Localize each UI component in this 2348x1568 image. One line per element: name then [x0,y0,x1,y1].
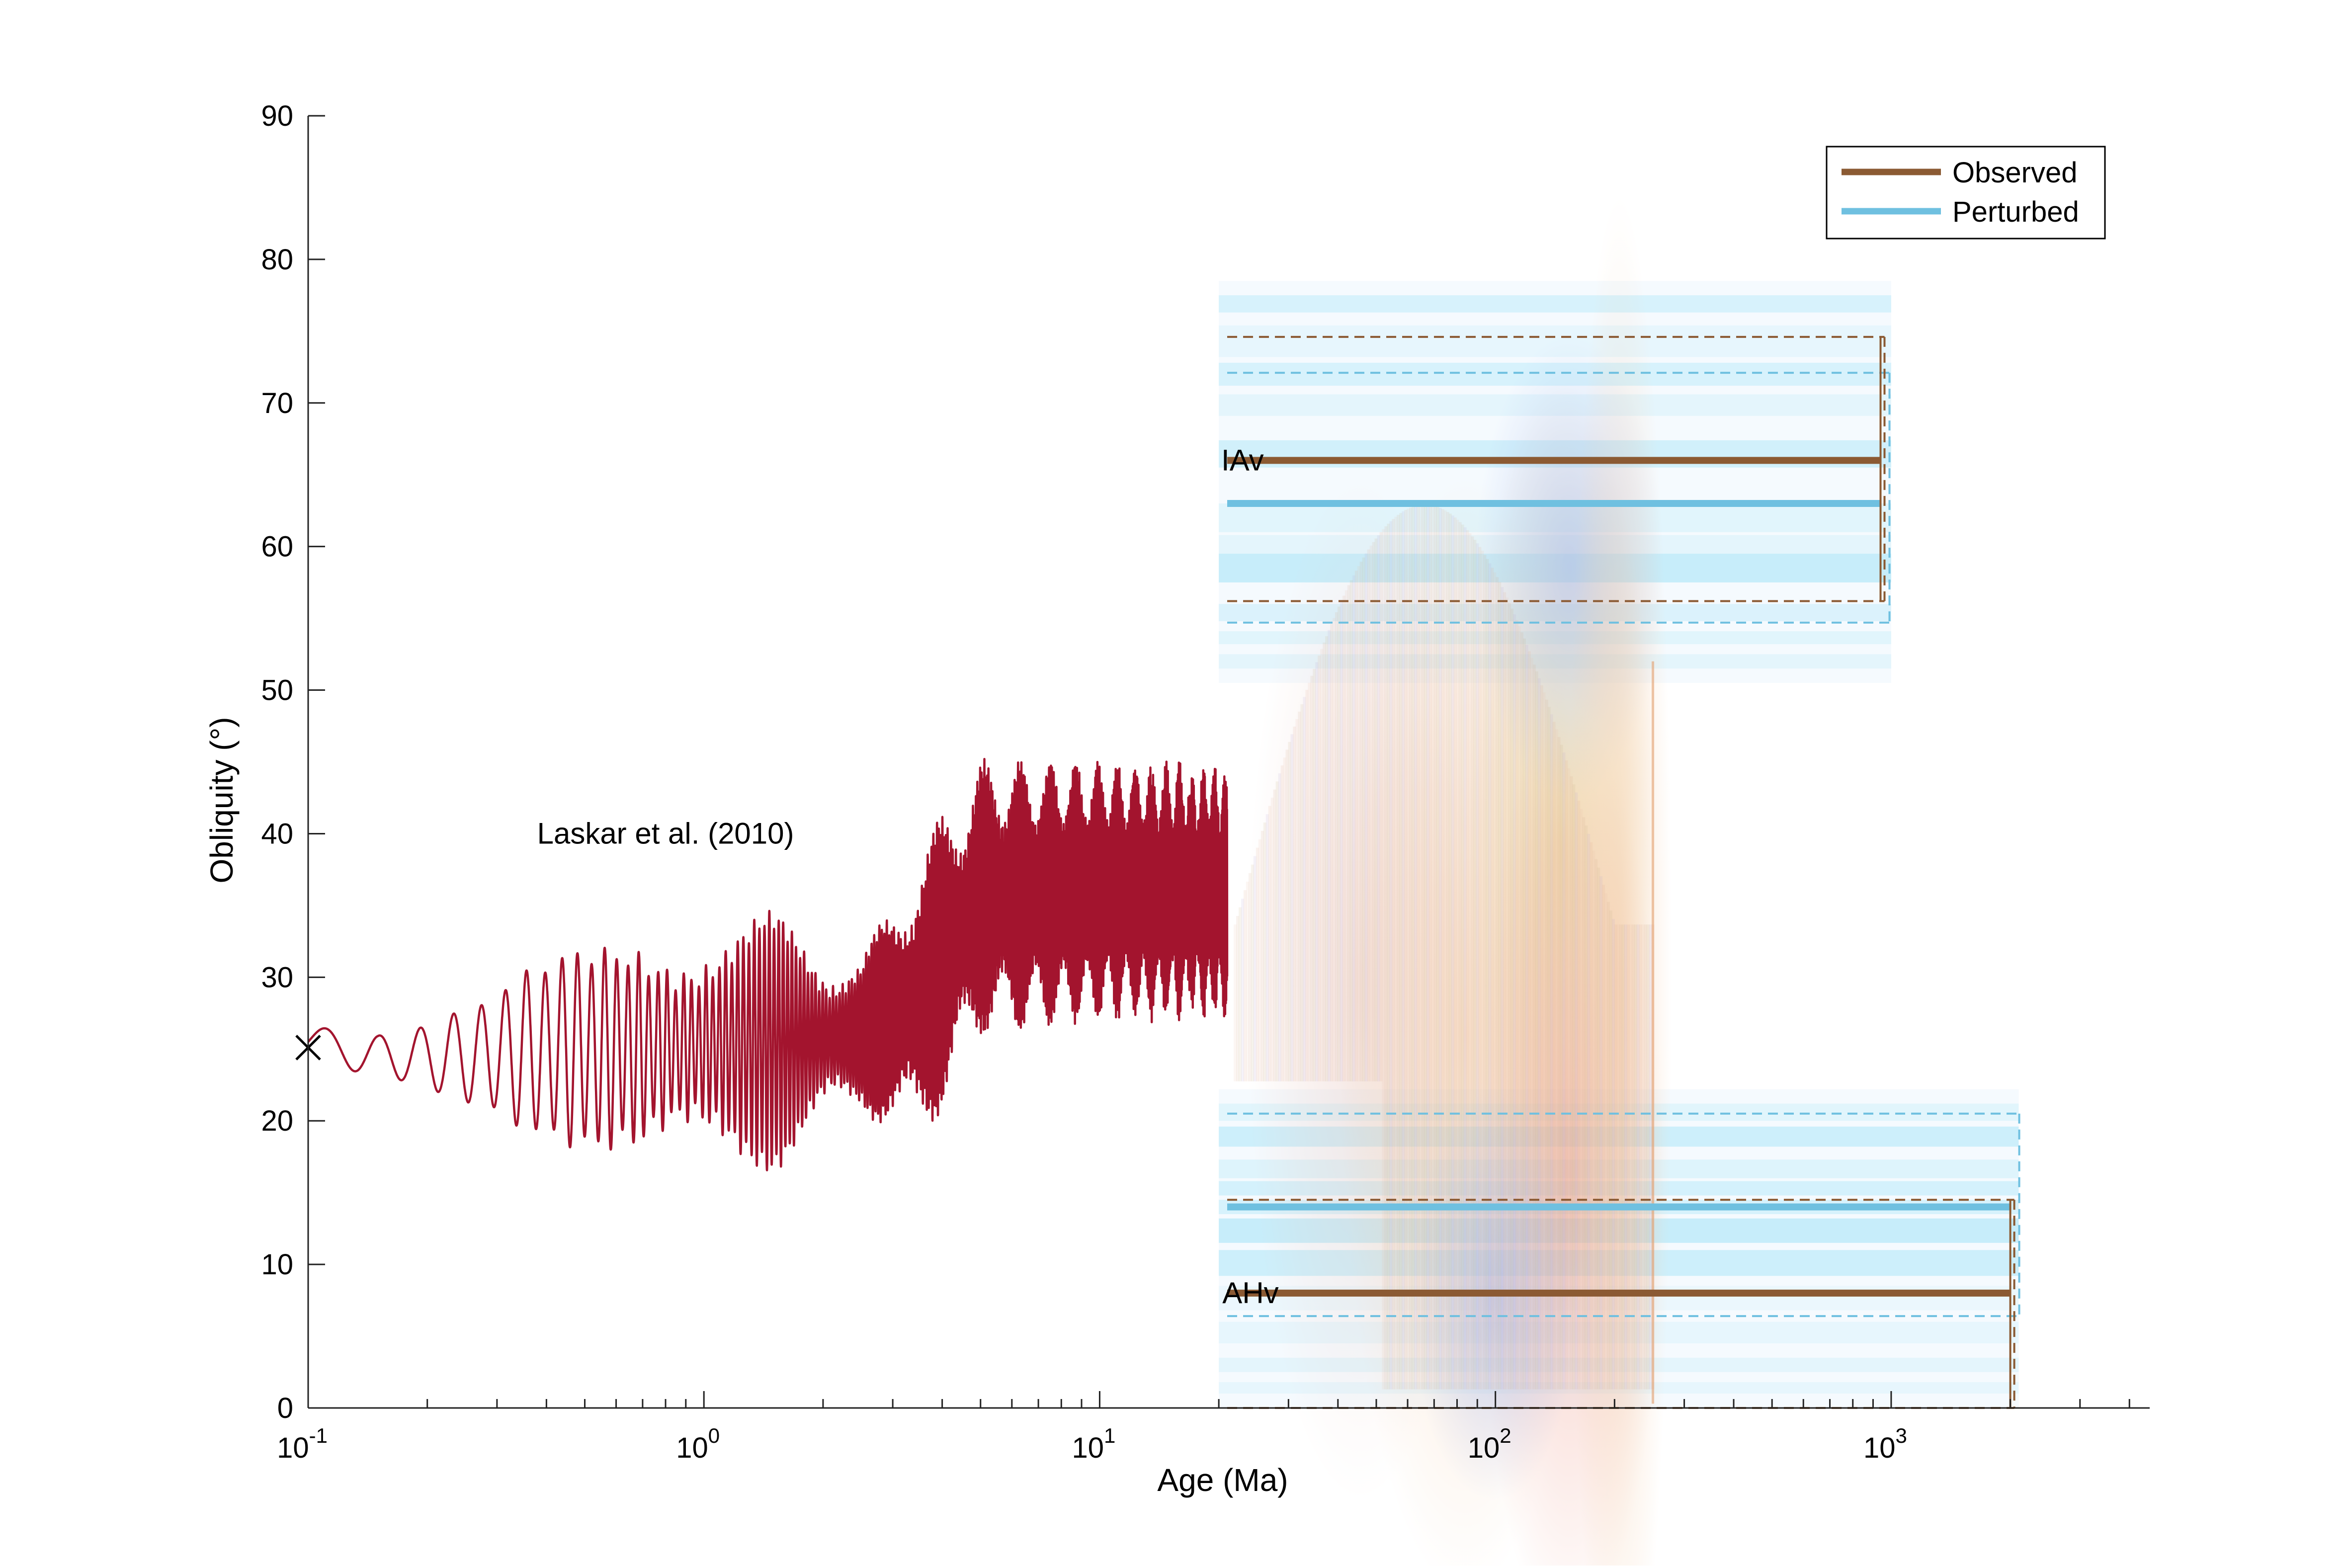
y-tick-label: 40 [261,818,293,850]
x-axis-label: Age (Ma) [1157,1462,1288,1498]
y-tick-label: 0 [277,1392,293,1424]
x-tick-exponent: 0 [708,1424,720,1447]
x-tick-label: 101 [1072,1424,1116,1464]
legend: Observed Perturbed [1826,146,2106,240]
cloud-blob-6 [1567,195,1672,1568]
x-tick-exponent: 2 [1500,1424,1511,1447]
laskar-annotation: Laskar et al. (2010) [537,817,794,850]
x-tick-exponent: -1 [309,1424,328,1447]
y-tick-label: 20 [261,1105,293,1137]
legend-label-perturbed: Perturbed [1952,196,2079,228]
x-tick-exponent: 3 [1895,1424,1907,1447]
y-tick-label: 50 [261,674,293,707]
perturbed-trajectories-cloud [1234,195,1672,1568]
y-tick-label: 90 [261,100,293,132]
x-tick-label: 103 [1863,1424,1907,1464]
y-tick-label: 30 [261,961,293,993]
iav-label: IAv [1221,443,1264,477]
x-tick-exponent: 1 [1104,1424,1115,1447]
x-tick-label: 10-1 [277,1424,328,1464]
y-axis-label: Obliquity (°) [204,717,240,884]
axes [307,115,2150,1409]
x-tick-label: 100 [676,1424,720,1464]
legend-label-observed: Observed [1952,157,2077,189]
legend-box [1826,146,2106,240]
y-tick-label: 80 [261,244,293,276]
y-tick-label: 70 [261,387,293,419]
y-tick-label: 60 [261,531,293,563]
band-iav-0 [1219,295,1891,313]
y-tick-label: 10 [261,1248,293,1281]
laskar-line [307,757,1229,1171]
obliquity-ranges [1227,335,2020,1409]
ahv-label: AHv [1222,1276,1278,1310]
